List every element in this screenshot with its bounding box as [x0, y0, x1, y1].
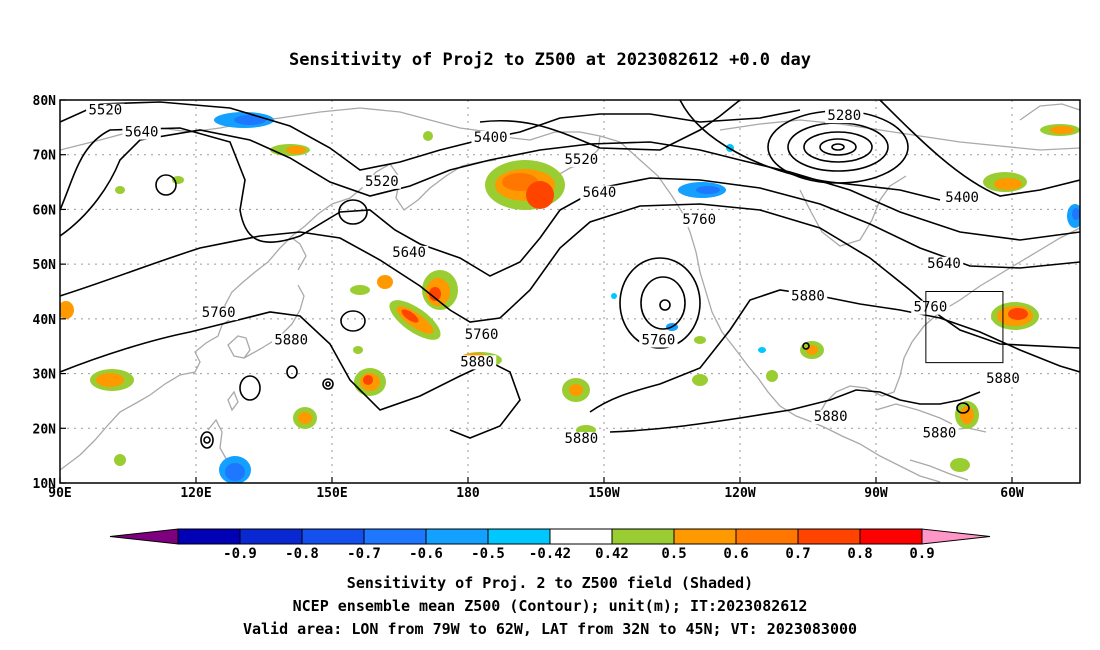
colorbar: -0.9 -0.8 -0.7 -0.6 -0.5 -0.42 0.42 0.5 0.6 0.7 0.… — [109, 528, 991, 562]
contour-label-bg — [457, 355, 497, 370]
valid-area-box — [925, 291, 1004, 364]
colorbar-segment — [611, 528, 675, 545]
x-tick-label: 150E — [316, 486, 347, 501]
contour-label: 5760 — [202, 305, 236, 321]
contour-label-bg — [983, 371, 1023, 386]
contour-label-bg — [272, 333, 311, 348]
contour-label: 5880 — [814, 409, 848, 425]
colorbar-segment — [797, 528, 861, 545]
contour-label: 5400 — [474, 130, 508, 146]
colorbar-label: -0.7 — [347, 546, 381, 562]
y-tick-label: 60N — [33, 203, 57, 218]
y-tick-label: 80N — [33, 94, 57, 109]
footer-line-2: NCEP ensemble mean Z500 (Contour); unit(… — [292, 597, 808, 615]
contour-label: 5880 — [274, 332, 308, 348]
contour-label-bg — [86, 103, 125, 118]
contour-label-bg — [462, 328, 501, 343]
contour-label: 5880 — [791, 289, 825, 305]
contour-label: 5640 — [125, 125, 159, 141]
map-title: Sensitivity of Proj2 to Z500 at 20230826… — [289, 50, 811, 70]
contour-label-bg — [924, 256, 964, 271]
y-tick-label: 40N — [33, 313, 57, 328]
contour-label: 5520 — [88, 103, 122, 119]
contour-label: 5640 — [583, 185, 617, 201]
contour-label: 5880 — [923, 425, 957, 441]
contour-label-bg — [911, 300, 950, 315]
y-tick-label: 70N — [33, 149, 57, 164]
colorbar-segment — [549, 528, 613, 545]
contour-label: 5760 — [682, 212, 716, 228]
colorbar-segment — [735, 528, 799, 545]
contour-label-bg — [825, 109, 864, 124]
axis-ticks: 90E 120E 150E 180 150W 120W 90W 60W 80N 70N 60N 50N… — [33, 94, 1024, 501]
colorbar-label: -0.5 — [471, 546, 505, 562]
contour-label: 5400 — [945, 190, 979, 206]
colorbar-label: 0.6 — [723, 546, 748, 562]
contour-label-bg — [942, 191, 982, 206]
colorbar-segment — [673, 528, 737, 545]
contour-label: 5520 — [564, 152, 598, 168]
y-tick-label: 30N — [33, 368, 57, 383]
contour-label-bg — [199, 306, 238, 321]
contour-label-bg — [471, 131, 510, 146]
colorbar-label: 0.9 — [909, 546, 934, 562]
colorbar-label: -0.6 — [409, 546, 443, 562]
y-tick-label: 50N — [33, 258, 57, 273]
contour-label-bg — [580, 185, 619, 200]
contour-label: 5880 — [564, 431, 598, 447]
colorbar-label: 0.7 — [785, 546, 810, 562]
x-tick-label: 180 — [456, 486, 480, 501]
contour-label: 5760 — [642, 332, 676, 348]
contour-label: 5880 — [460, 354, 494, 370]
y-tick-label: 10N — [33, 477, 57, 492]
contour-label-bg — [389, 245, 429, 260]
contour-label-bg — [639, 333, 678, 348]
colorbar-segment — [425, 528, 489, 545]
colorbar-label: -0.42 — [529, 546, 571, 562]
contour-label-bg — [788, 289, 828, 304]
colorbar-segment — [363, 528, 427, 545]
contour-label-bg — [562, 431, 601, 446]
colorbar-segment — [177, 528, 241, 545]
contour-label: 5880 — [986, 371, 1020, 387]
colorbar-low-triangle — [109, 528, 179, 545]
x-tick-label: 60W — [1000, 486, 1024, 501]
colorbar-segment — [301, 528, 365, 545]
contour-label-bg — [362, 174, 402, 189]
colorbar-label: 0.42 — [595, 546, 629, 562]
contour-label: 5280 — [827, 108, 861, 124]
plot-border — [59, 99, 1081, 484]
colorbar-high-triangle — [921, 528, 991, 545]
colorbar-label: -0.8 — [285, 546, 319, 562]
contour-label-bg — [680, 213, 719, 228]
footer-line-3: Valid area: LON from 79W to 62W, LAT fro… — [242, 620, 858, 638]
colorbar-label: 0.5 — [661, 546, 686, 562]
colorbar-segment — [487, 528, 551, 545]
contour-label-bg — [122, 125, 161, 140]
x-tick-label: 90E — [48, 486, 71, 501]
y-tick-label: 20N — [33, 422, 57, 437]
colorbar-segment — [239, 528, 303, 545]
colorbar-label: 0.8 — [847, 546, 872, 562]
contour-label-bg — [562, 152, 601, 167]
contour-label-bg — [811, 410, 850, 425]
contour-label: 5760 — [914, 300, 948, 316]
x-tick-label: 90W — [864, 486, 888, 501]
colorbar-segment — [859, 528, 923, 545]
contour-label: 5520 — [365, 174, 399, 190]
z500-contours — [60, 100, 1080, 449]
x-tick-label: 120W — [724, 486, 755, 501]
contour-label-bg — [920, 426, 959, 441]
x-tick-label: 120E — [180, 486, 211, 501]
colorbar-label: -0.9 — [223, 546, 257, 562]
contour-label: 5640 — [392, 245, 426, 261]
contour-label: 5640 — [927, 256, 961, 272]
x-tick-label: 150W — [588, 486, 619, 501]
contour-label: 5760 — [465, 327, 499, 343]
footer-line-1: Sensitivity of Proj. 2 to Z500 field (Sh… — [346, 574, 754, 592]
